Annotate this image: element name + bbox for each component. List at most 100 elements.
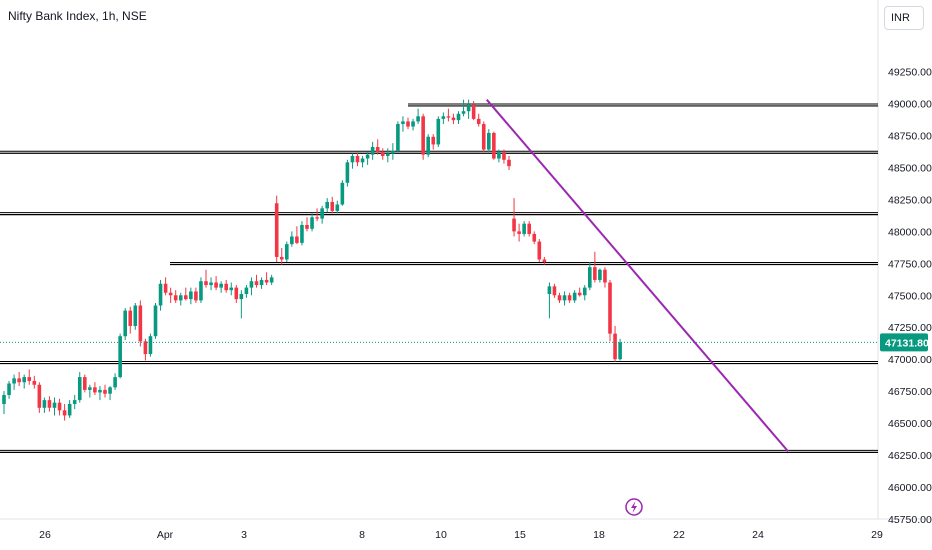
candle-body bbox=[522, 223, 526, 234]
candle-body bbox=[476, 118, 481, 124]
candle-body bbox=[391, 150, 395, 154]
candle-body bbox=[416, 116, 420, 122]
currency-selector[interactable]: INR bbox=[884, 6, 924, 30]
candle-body bbox=[32, 380, 37, 385]
candle-body bbox=[603, 269, 607, 283]
candle-body bbox=[497, 152, 501, 159]
candle-body bbox=[133, 305, 138, 326]
candle-body bbox=[330, 201, 335, 211]
price-tick-label: 45750.00 bbox=[888, 514, 932, 526]
candle-body bbox=[542, 259, 547, 263]
price-tick-label: 47000.00 bbox=[888, 354, 932, 366]
candle-body bbox=[446, 116, 451, 118]
candle-body bbox=[279, 256, 284, 260]
candle-body bbox=[300, 224, 304, 243]
candle-body bbox=[234, 287, 239, 300]
candle-body bbox=[360, 158, 365, 163]
candle-body bbox=[411, 121, 415, 127]
price-tick-label: 46750.00 bbox=[888, 386, 932, 398]
candle-body bbox=[386, 153, 390, 156]
candle-body bbox=[62, 410, 67, 416]
price-tick-label: 47500.00 bbox=[888, 290, 932, 302]
candle-body bbox=[254, 281, 259, 286]
candle-body bbox=[431, 136, 436, 145]
candle-body bbox=[77, 377, 82, 401]
candle-body bbox=[214, 282, 218, 288]
time-tick-label: 24 bbox=[752, 529, 764, 541]
candle-body bbox=[537, 241, 542, 260]
price-tick-label: 48500.00 bbox=[888, 162, 932, 174]
candle-body bbox=[204, 281, 208, 286]
candle-body bbox=[441, 116, 446, 119]
price-axis[interactable]: 49250.00 49000.00 48750.00 48500.00 48250.00… bbox=[888, 67, 932, 526]
candle-body bbox=[163, 283, 168, 293]
candle-body bbox=[98, 389, 102, 393]
candle-body bbox=[355, 155, 360, 163]
price-tick-label: 46000.00 bbox=[888, 482, 932, 494]
candle-body bbox=[365, 154, 370, 159]
time-tick-label: 10 bbox=[435, 529, 447, 541]
chart-title: Nifty Bank Index, 1h, NSE bbox=[8, 9, 147, 23]
candle-body bbox=[598, 269, 602, 280]
candle-body bbox=[340, 182, 345, 205]
time-tick-label: 8 bbox=[359, 529, 365, 541]
candle-body bbox=[285, 244, 289, 260]
candle-body bbox=[7, 383, 11, 395]
candle-body bbox=[315, 217, 319, 219]
candle-body bbox=[274, 203, 279, 257]
candle-body bbox=[456, 113, 461, 121]
candle-body bbox=[588, 267, 592, 288]
candle-body bbox=[527, 223, 531, 234]
candle-body bbox=[426, 136, 430, 155]
last-price-layer: 47131.80 bbox=[0, 333, 929, 352]
candle-body bbox=[375, 146, 380, 153]
candle-body bbox=[113, 377, 117, 388]
time-tick-label: 29 bbox=[871, 529, 883, 541]
candle-body bbox=[461, 111, 466, 114]
time-tick-label: 26 bbox=[39, 529, 51, 541]
candle-body bbox=[613, 333, 617, 360]
price-tick-label: 48000.00 bbox=[888, 226, 932, 238]
candle-body bbox=[481, 123, 486, 150]
candle-body bbox=[239, 294, 244, 300]
last-price-label: 47131.80 bbox=[885, 337, 929, 349]
price-tick-label: 46500.00 bbox=[888, 418, 932, 430]
candle-body bbox=[103, 389, 107, 394]
candle-body bbox=[401, 121, 405, 124]
candle-body bbox=[168, 292, 173, 296]
candle-body bbox=[47, 400, 52, 408]
candle-body bbox=[259, 279, 264, 286]
price-tick-label: 47250.00 bbox=[888, 322, 932, 334]
price-tick-label: 49250.00 bbox=[888, 67, 932, 79]
candle-body bbox=[17, 378, 21, 383]
candle-body bbox=[108, 387, 112, 394]
time-tick-label: 15 bbox=[514, 529, 526, 541]
candle-body bbox=[582, 287, 587, 296]
candle-body bbox=[335, 204, 340, 211]
candle-body bbox=[345, 162, 350, 183]
candle-body bbox=[178, 295, 183, 301]
candle-body bbox=[396, 123, 400, 151]
lightning-icon[interactable] bbox=[625, 498, 643, 516]
candle-body bbox=[320, 208, 324, 219]
candle-body bbox=[517, 231, 521, 234]
price-tick-label: 48250.00 bbox=[888, 194, 932, 206]
candle-body bbox=[2, 394, 6, 404]
candle-body bbox=[143, 341, 148, 355]
candle-body bbox=[224, 283, 228, 291]
candle-body bbox=[562, 295, 567, 301]
time-axis[interactable]: 26 Apr 3 8 10 15 18 22 24 29 bbox=[39, 529, 883, 541]
time-tick-label: 18 bbox=[593, 529, 605, 541]
candle-body bbox=[507, 159, 511, 167]
time-tick-label: Apr bbox=[157, 529, 174, 541]
candle-body bbox=[492, 132, 496, 159]
candle-body bbox=[305, 224, 309, 229]
candle-body bbox=[567, 295, 572, 301]
candle-body bbox=[67, 403, 72, 416]
time-tick-label: 3 bbox=[241, 529, 247, 541]
candle-body bbox=[83, 377, 87, 390]
price-tick-label: 49000.00 bbox=[888, 99, 932, 111]
candle-body bbox=[52, 402, 57, 408]
candle-body bbox=[12, 378, 16, 384]
